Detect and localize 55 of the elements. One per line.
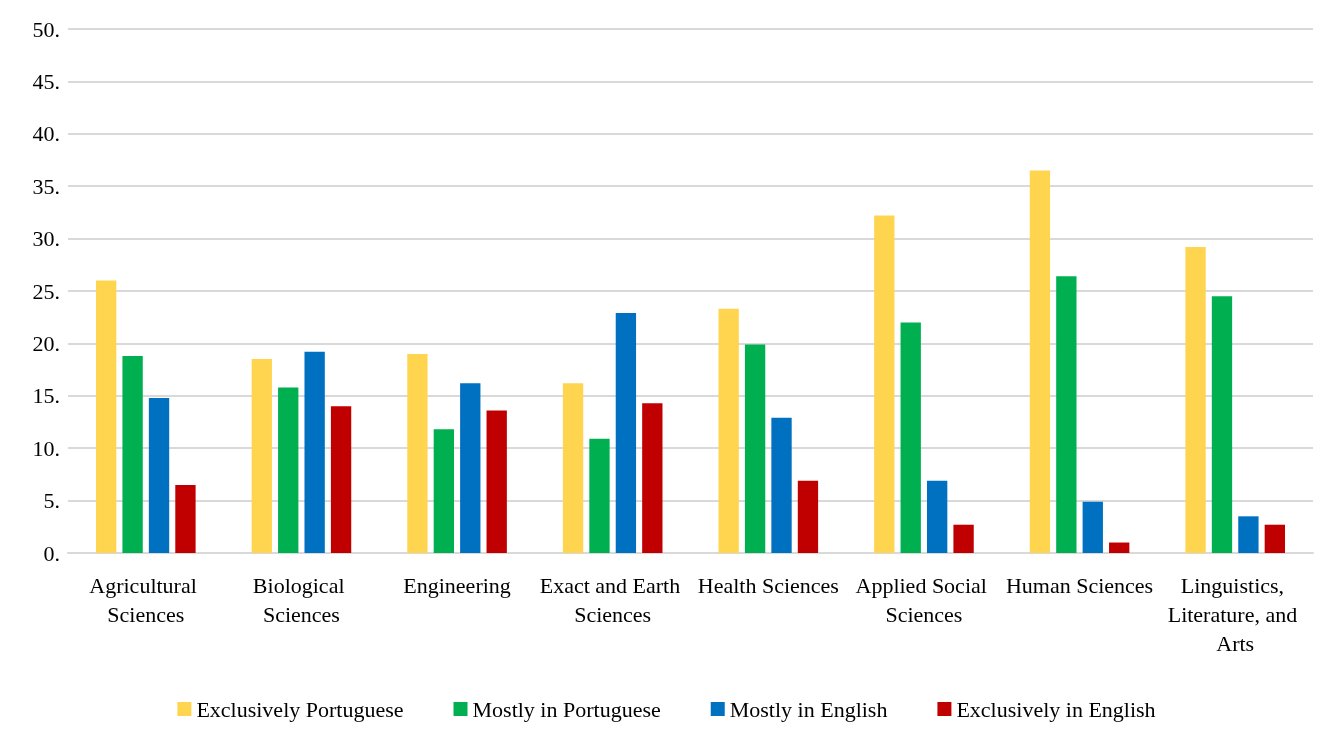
x-tick-label: Human Sciences <box>1005 573 1154 598</box>
bar <box>251 359 272 553</box>
x-tick-label: Engineering <box>403 573 511 598</box>
y-tick-label: 30. <box>32 226 60 252</box>
bar <box>148 397 170 553</box>
y-tick-label: 10. <box>32 435 60 461</box>
y-tick-label: 15. <box>32 383 60 409</box>
bar <box>486 410 507 553</box>
x-tick-label: Applied Social Sciences <box>855 573 993 627</box>
bar <box>330 406 352 553</box>
bar <box>1211 296 1233 553</box>
bar <box>589 438 610 553</box>
bar <box>1238 516 1259 553</box>
bar <box>642 403 663 553</box>
bar <box>1082 501 1103 553</box>
bar <box>1185 246 1206 553</box>
legend-label: Mostly in Portuguese <box>472 696 661 722</box>
bar <box>744 344 766 553</box>
x-tick-label: Biological Sciences <box>252 573 351 627</box>
bar <box>407 353 428 553</box>
bar <box>1056 276 1077 553</box>
y-tick-label: 20. <box>32 330 60 356</box>
x-tick-label: Health Sciences <box>697 573 839 598</box>
bar <box>1264 524 1285 553</box>
bar <box>953 524 974 553</box>
y-tick-label: 25. <box>32 278 60 304</box>
bar <box>718 308 739 553</box>
legend-label: Exclusively in English <box>956 696 1156 722</box>
bar <box>1029 170 1051 553</box>
x-tick-label: Exact and Earth Sciences <box>539 573 686 627</box>
bar <box>278 387 299 553</box>
bar <box>874 215 895 553</box>
bar <box>122 355 143 553</box>
bar <box>433 429 455 553</box>
bar <box>96 280 117 553</box>
x-tick-label: Linguistics, Literature, and Arts <box>1167 573 1303 656</box>
y-tick-label: 35. <box>32 173 60 199</box>
y-tick-label: 45. <box>32 68 60 94</box>
bar <box>1109 542 1130 553</box>
legend-label: Mostly in English <box>729 696 888 722</box>
y-tick-label: 0. <box>43 540 60 566</box>
bar <box>304 351 325 553</box>
y-tick-label: 40. <box>32 121 60 147</box>
bar <box>175 484 196 553</box>
bar <box>797 480 819 553</box>
bar <box>562 383 584 553</box>
bar <box>615 313 637 553</box>
bar <box>900 322 921 553</box>
bar <box>926 480 948 553</box>
bar <box>771 417 792 553</box>
y-tick-label: 5. <box>43 488 60 514</box>
x-tick-label: Agricultural Sciences <box>89 573 203 627</box>
y-tick-label: 50. <box>32 16 60 42</box>
legend-label: Exclusively Portuguese <box>196 696 404 722</box>
bar <box>460 383 481 553</box>
